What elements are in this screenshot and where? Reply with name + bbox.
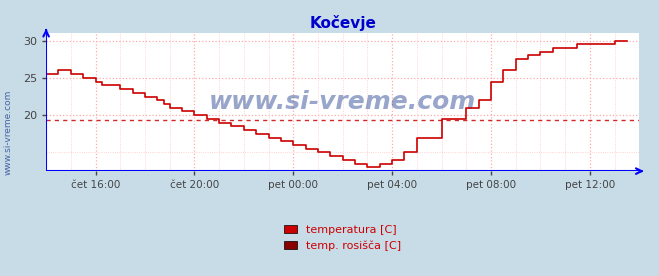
Legend: temperatura [C], temp. rosišča [C]: temperatura [C], temp. rosišča [C] (279, 220, 406, 255)
Title: Kočevje: Kočevje (309, 15, 376, 31)
Text: www.si-vreme.com: www.si-vreme.com (3, 90, 13, 175)
Text: www.si-vreme.com: www.si-vreme.com (209, 90, 476, 114)
